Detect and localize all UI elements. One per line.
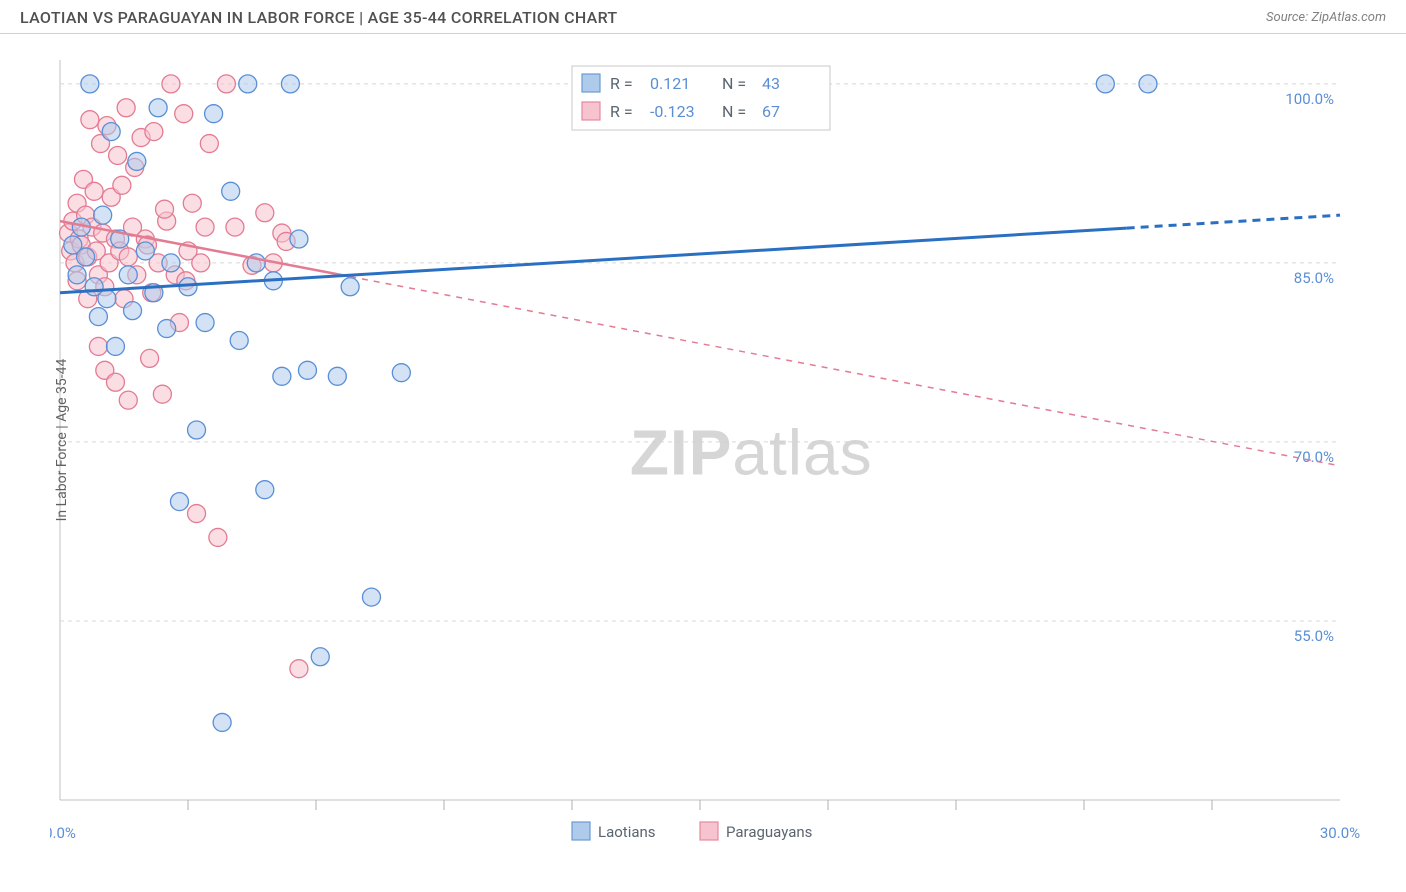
trendline-laotian-dash [1127, 215, 1340, 228]
scatter-point-laotian [392, 364, 410, 382]
legend-bottom-label: Paraguayans [726, 823, 812, 841]
scatter-point-paraguayan [188, 505, 206, 523]
scatter-point-paraguayan [200, 135, 218, 153]
scatter-point-laotian [298, 361, 316, 379]
scatter-point-laotian [222, 182, 240, 200]
scatter-point-laotian [239, 75, 257, 93]
scatter-point-paraguayan [119, 248, 137, 266]
scatter-point-paraguayan [109, 146, 127, 164]
y-tick-label: 55.0% [1294, 627, 1334, 645]
legend-bottom-label: Laotians [598, 823, 656, 841]
x-tick-label: 30.0% [1320, 824, 1360, 842]
scatter-point-paraguayan [141, 349, 159, 367]
scatter-point-laotian [106, 337, 124, 355]
legend-bottom-swatch [700, 822, 718, 840]
scatter-point-laotian [128, 152, 146, 170]
chart-svg: 55.0% 70.0% 85.0% 100.0% 0.0% 30.0% ZIPatlas R … [50, 50, 1390, 870]
scatter-point-laotian [1096, 75, 1114, 93]
scatter-point-laotian [290, 230, 308, 248]
legend-swatch [582, 74, 600, 92]
scatter-point-paraguayan [162, 75, 180, 93]
trendline-laotian-solid [60, 228, 1127, 293]
scatter-point-laotian [124, 302, 142, 320]
scatter-point-laotian [256, 481, 274, 499]
scatter-point-laotian [328, 367, 346, 385]
legend-r-value: -0.123 [650, 102, 695, 121]
y-tick-label: 100.0% [1285, 90, 1334, 108]
plot-area: In Labor Force | Age 35-44 55.0% 70.0% 85.… [50, 50, 1390, 830]
scatter-point-paraguayan [81, 111, 99, 129]
scatter-point-laotian [230, 331, 248, 349]
legend-r-label: R = [610, 102, 633, 121]
y-tick-label: 70.0% [1294, 448, 1334, 466]
scatter-point-laotian [102, 123, 120, 141]
y-axis-label: In Labor Force | Age 35-44 [54, 359, 70, 522]
scatter-point-paraguayan [226, 218, 244, 236]
legend-n-value: 43 [762, 74, 780, 93]
scatter-point-laotian [170, 493, 188, 511]
scatter-point-laotian [205, 105, 223, 123]
scatter-point-paraguayan [192, 254, 210, 272]
scatter-point-laotian [162, 254, 180, 272]
scatter-point-paraguayan [117, 99, 135, 117]
legend-bottom-swatch [572, 822, 590, 840]
scatter-point-laotian [188, 421, 206, 439]
scatter-point-laotian [89, 308, 107, 326]
legend-n-label: N = [722, 102, 746, 121]
scatter-point-paraguayan [196, 218, 214, 236]
scatter-point-laotian [196, 314, 214, 332]
x-tick-label: 0.0% [50, 824, 76, 842]
scatter-point-laotian [273, 367, 291, 385]
scatter-point-paraguayan [256, 204, 274, 222]
scatter-point-laotian [281, 75, 299, 93]
scatter-point-paraguayan [209, 528, 227, 546]
scatter-point-laotian [119, 266, 137, 284]
scatter-point-laotian [311, 648, 329, 666]
source-attribution: Source: ZipAtlas.com [1266, 10, 1386, 25]
scatter-point-laotian [68, 266, 86, 284]
scatter-point-paraguayan [175, 105, 193, 123]
legend-r-value: 0.121 [650, 74, 690, 93]
scatter-point-paraguayan [113, 176, 131, 194]
scatter-point-paraguayan [156, 200, 174, 218]
legend-r-label: R = [610, 74, 633, 93]
scatter-point-laotian [77, 248, 95, 266]
scatter-point-paraguayan [290, 660, 308, 678]
chart-title: LAOTIAN VS PARAGUAYAN IN LABOR FORCE | A… [20, 8, 617, 27]
scatter-point-laotian [136, 242, 154, 260]
legend-n-label: N = [722, 74, 746, 93]
watermark: ZIPatlas [630, 416, 873, 488]
scatter-point-paraguayan [145, 123, 163, 141]
scatter-point-paraguayan [183, 194, 201, 212]
scatter-point-paraguayan [106, 373, 124, 391]
scatter-point-paraguayan [217, 75, 235, 93]
title-bar: LAOTIAN VS PARAGUAYAN IN LABOR FORCE | A… [0, 0, 1406, 34]
scatter-point-laotian [149, 99, 167, 117]
scatter-point-laotian [362, 588, 380, 606]
scatter-point-paraguayan [89, 337, 107, 355]
scatter-point-laotian [1139, 75, 1157, 93]
scatter-point-laotian [158, 320, 176, 338]
source-name: ZipAtlas.com [1311, 10, 1386, 25]
scatter-point-laotian [213, 713, 231, 731]
legend-swatch [582, 102, 600, 120]
scatter-point-laotian [81, 75, 99, 93]
scatter-point-paraguayan [119, 391, 137, 409]
scatter-point-laotian [341, 278, 359, 296]
scatter-point-laotian [94, 206, 112, 224]
scatter-point-paraguayan [85, 182, 103, 200]
scatter-point-paraguayan [153, 385, 171, 403]
legend-n-value: 67 [762, 102, 780, 121]
y-tick-label: 85.0% [1294, 269, 1334, 287]
source-prefix: Source: [1266, 10, 1311, 25]
scatter-point-laotian [98, 290, 116, 308]
